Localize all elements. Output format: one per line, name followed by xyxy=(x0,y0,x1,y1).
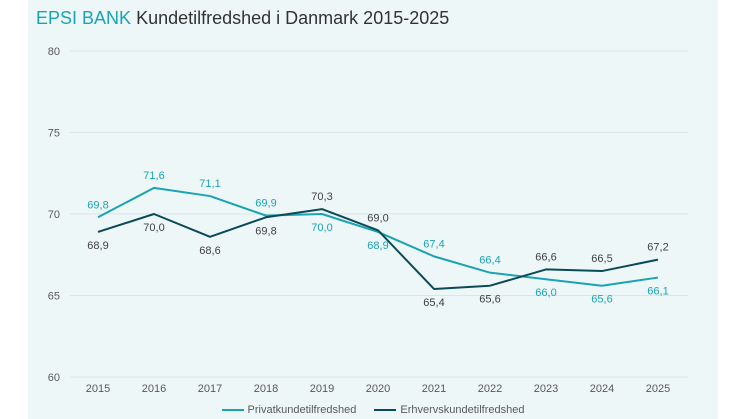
y-axis: 60 65 70 75 80 xyxy=(48,46,60,384)
data-label-private: 71,6 xyxy=(143,170,164,182)
data-label-business: 69,0 xyxy=(367,212,388,224)
x-tick-label: 2016 xyxy=(142,383,166,395)
legend-label-business: Erhvervskundetilfredshed xyxy=(400,404,525,416)
title-text: Kundetilfredshed i Danmark 2015-2025 xyxy=(136,8,450,28)
x-tick-label: 2025 xyxy=(646,383,670,395)
x-tick-label: 2019 xyxy=(310,383,334,395)
series-lines xyxy=(97,186,659,290)
data-label-private: 66,1 xyxy=(647,286,668,298)
data-label-private: 69,8 xyxy=(87,199,108,211)
data-label-business: 68,9 xyxy=(87,240,108,252)
data-label-private: 65,6 xyxy=(591,294,612,306)
legend-item-business: Erhvervskundetilfredshed xyxy=(374,404,524,416)
legend-item-private: Privatkundetilfredshed xyxy=(221,404,357,416)
y-tick-label: 80 xyxy=(48,46,60,58)
data-label-business: 65,6 xyxy=(479,294,500,306)
legend: Privatkundetilfredshed Erhvervskundetilf… xyxy=(0,404,746,416)
data-label-private: 66,4 xyxy=(479,255,500,267)
x-tick-label: 2020 xyxy=(366,383,390,395)
x-tick-label: 2024 xyxy=(590,383,614,395)
data-label-private: 68,9 xyxy=(367,240,388,252)
legend-label-private: Privatkundetilfredshed xyxy=(247,404,357,416)
data-label-private: 69,9 xyxy=(255,198,276,210)
legend-swatch-private xyxy=(221,409,244,411)
y-tick-label: 75 xyxy=(48,128,60,140)
brand-name: EPSI BANK xyxy=(36,8,132,28)
data-label-business: 70,0 xyxy=(143,222,164,234)
data-label-private: 70,0 xyxy=(311,222,332,234)
x-tick-label: 2023 xyxy=(534,383,558,395)
y-tick-label: 60 xyxy=(48,372,60,384)
series-line-private xyxy=(97,186,659,287)
data-label-private: 71,1 xyxy=(199,178,220,190)
series-line-business xyxy=(97,208,659,290)
y-tick-label: 70 xyxy=(48,209,60,221)
chart-panel xyxy=(28,0,718,419)
data-label-business: 68,6 xyxy=(199,245,220,257)
chart-title: EPSI BANK Kundetilfredshed i Danmark 201… xyxy=(36,8,449,29)
data-label-business: 67,2 xyxy=(647,242,668,254)
x-axis: 2015 2016 2017 2018 2019 2020 2021 2022 2023 2024… xyxy=(86,383,670,395)
legend-swatch-business xyxy=(374,409,397,411)
data-label-private: 67,4 xyxy=(423,238,444,250)
data-labels: 69,8 71,6 71,1 69,9 70,0 68,9 67,4 66,4 66,0 65,6… xyxy=(87,170,668,309)
gridlines xyxy=(70,50,688,378)
data-label-private: 66,0 xyxy=(535,287,556,299)
x-tick-label: 2018 xyxy=(254,383,278,395)
y-tick-label: 65 xyxy=(48,291,60,303)
data-label-business: 70,3 xyxy=(311,191,332,203)
data-label-business: 66,6 xyxy=(535,251,556,263)
x-tick-label: 2017 xyxy=(198,383,222,395)
data-label-business: 66,5 xyxy=(591,253,612,265)
data-label-business: 69,8 xyxy=(255,225,276,237)
x-tick-label: 2022 xyxy=(478,383,502,395)
x-tick-label: 2021 xyxy=(422,383,446,395)
x-tick-label: 2015 xyxy=(86,383,110,395)
data-label-business: 65,4 xyxy=(423,297,444,309)
